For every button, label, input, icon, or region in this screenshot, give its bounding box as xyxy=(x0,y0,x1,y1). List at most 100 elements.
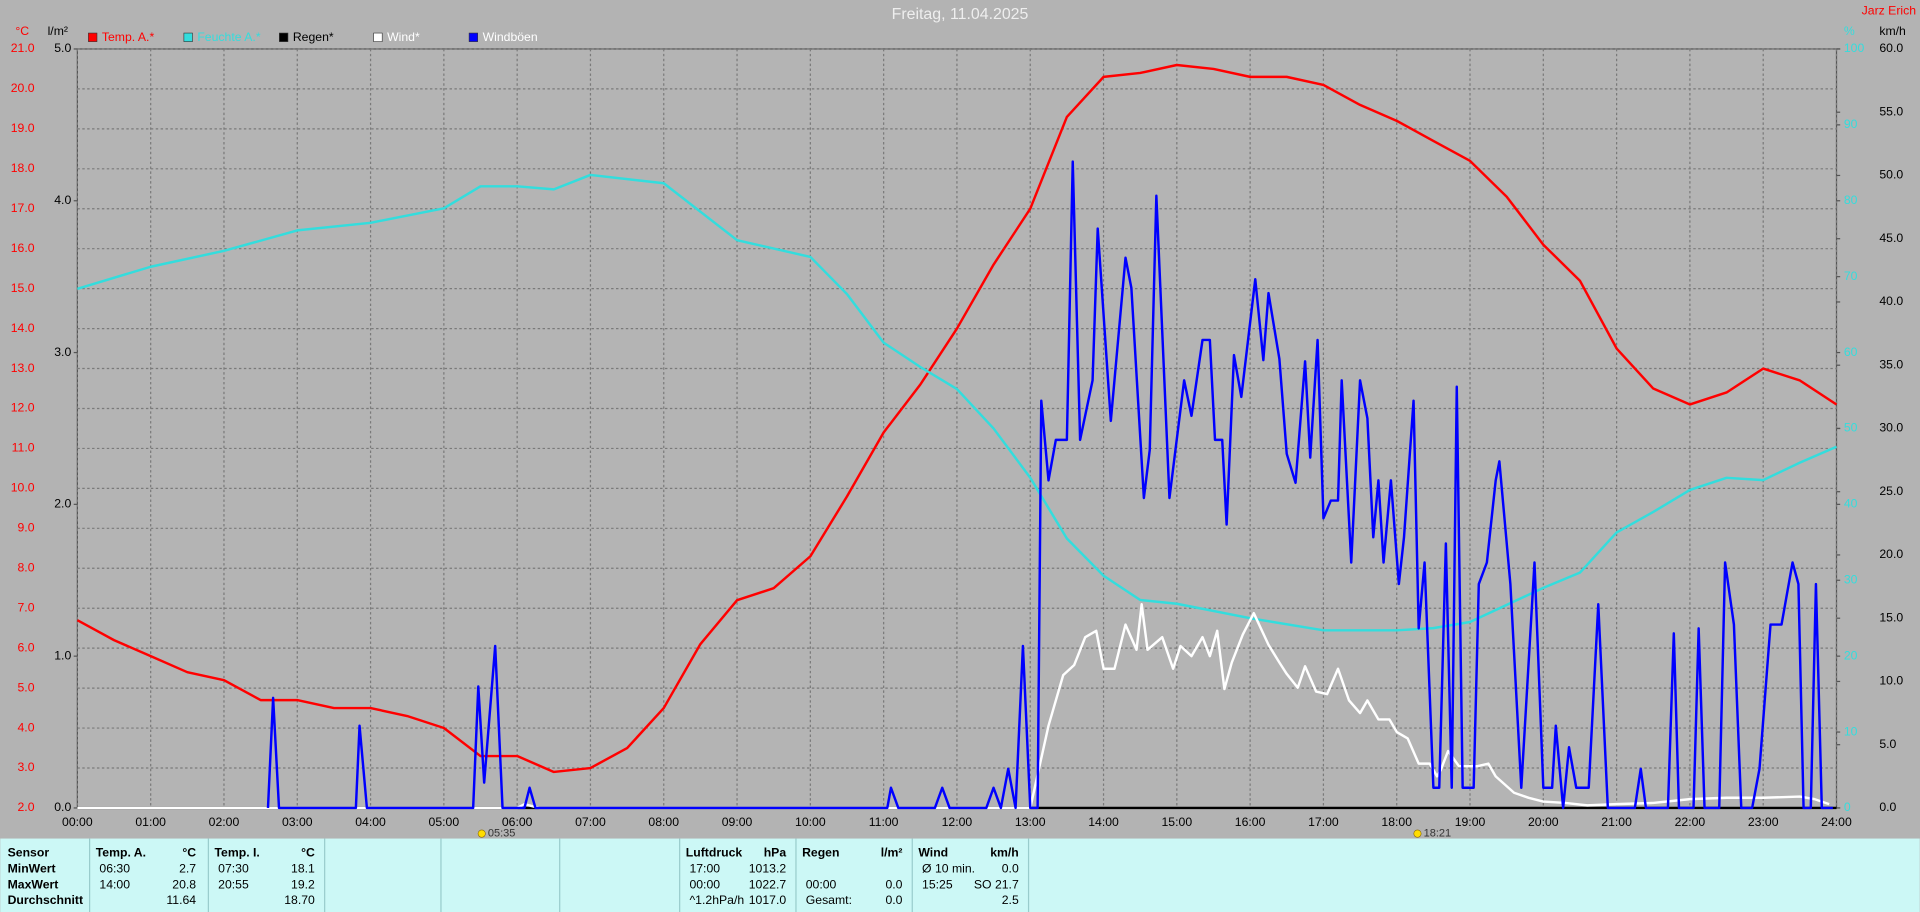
y-tick-label: 1.0 xyxy=(54,648,71,662)
x-tick-label: 02:00 xyxy=(209,815,240,829)
column-unit: km/h xyxy=(990,845,1019,859)
cell-time: 15:25 xyxy=(922,877,953,891)
y-tick-label: 15.0 xyxy=(11,281,35,295)
y-tick-label: 20.0 xyxy=(1879,547,1903,561)
x-tick-label: 03:00 xyxy=(282,815,313,829)
y-tick-label: 5.0 xyxy=(54,41,71,55)
row-label: MinWert xyxy=(8,861,56,875)
y-tick-label: 100 xyxy=(1844,41,1865,55)
y-tick-label: 25.0 xyxy=(1879,484,1903,498)
column-header: Luftdruck xyxy=(686,845,743,859)
cell-value: 18.70 xyxy=(284,893,315,907)
x-tick-label: 24:00 xyxy=(1821,815,1852,829)
y-tick-label: 80 xyxy=(1844,193,1858,207)
y-tick-label: 70 xyxy=(1844,269,1858,283)
series-line xyxy=(76,63,1838,774)
y-tick-label: 55.0 xyxy=(1879,104,1903,118)
y-tick-label: 16.0 xyxy=(11,241,35,255)
y-tick-label: 10 xyxy=(1844,724,1858,738)
y-tick-label: 9.0 xyxy=(18,521,35,535)
y-tick-label: 0.0 xyxy=(1879,800,1896,814)
cell-time: 00:00 xyxy=(689,877,720,891)
x-tick-label: 00:00 xyxy=(62,815,93,829)
legend-swatch xyxy=(183,32,193,42)
cell-value: SO 21.7 xyxy=(974,877,1019,891)
x-tick-label: 04:00 xyxy=(355,815,386,829)
y-tick-label: 12.0 xyxy=(11,401,35,415)
row-label: MaxWert xyxy=(8,877,59,891)
column-unit: °C xyxy=(182,845,196,859)
x-tick-label: 13:00 xyxy=(1015,815,1046,829)
cell-time: 20:55 xyxy=(218,877,249,891)
column-header: Temp. A. xyxy=(96,845,146,859)
cell-time: 00:00 xyxy=(806,877,837,891)
cell-time: Ø 10 min. xyxy=(922,861,975,875)
column-header: Temp. I. xyxy=(214,845,259,859)
author: Jarz Erich xyxy=(1862,3,1917,17)
cell-value: 2.7 xyxy=(179,861,196,875)
y-tick-label: 5.0 xyxy=(1879,737,1896,751)
cell-value: 19.2 xyxy=(291,877,315,891)
x-tick-label: 17:00 xyxy=(1308,815,1339,829)
x-tick-label: 05:00 xyxy=(429,815,460,829)
cell-value: 2.5 xyxy=(1002,893,1019,907)
cell-time: 14:00 xyxy=(99,877,130,891)
y-tick-label: 6.0 xyxy=(18,640,35,654)
cell-time: 17:00 xyxy=(689,861,720,875)
y-tick-label: 45.0 xyxy=(1879,231,1903,245)
y-tick-label: 20 xyxy=(1844,648,1858,662)
cell-value: 1013.2 xyxy=(749,861,787,875)
y-tick-label: 10.0 xyxy=(11,481,35,495)
cell-time: 07:30 xyxy=(218,861,249,875)
cell-value: 18.1 xyxy=(291,861,315,875)
y-tick-label: 3.0 xyxy=(18,760,35,774)
legend-label: Wind* xyxy=(387,30,420,44)
y-tick-label: 40 xyxy=(1844,497,1858,511)
y-tick-label: 50 xyxy=(1844,421,1858,435)
column-header: Wind xyxy=(918,845,948,859)
y-tick-label: 0 xyxy=(1844,800,1851,814)
y-tick-label: 2.0 xyxy=(54,497,71,511)
stats-table: Sensor MinWert MaxWert Durchschnitt Temp. A.… xyxy=(0,838,1920,912)
y-unit: °C xyxy=(15,24,29,38)
legend-label: Regen* xyxy=(293,30,334,44)
cell-value: 11.64 xyxy=(166,893,196,907)
y-tick-label: 15.0 xyxy=(1879,610,1903,624)
legend-swatch xyxy=(468,32,478,42)
x-tick-label: 20:00 xyxy=(1528,815,1559,829)
x-tick-label: 15:00 xyxy=(1162,815,1193,829)
y-tick-label: 4.0 xyxy=(18,720,35,734)
x-tick-label: 18:00 xyxy=(1381,815,1412,829)
x-tick-label: 08:00 xyxy=(648,815,679,829)
cell-value: 0.0 xyxy=(885,877,902,891)
y-tick-label: 60.0 xyxy=(1879,41,1903,55)
cell-value: 0.0 xyxy=(1002,861,1019,875)
chart-title: Freitag, 11.04.2025 xyxy=(892,6,1029,23)
legend-label: Windböen xyxy=(483,30,538,44)
y-tick-label: 40.0 xyxy=(1879,294,1903,308)
x-tick-label: 06:00 xyxy=(502,815,533,829)
y-tick-label: 0.0 xyxy=(54,800,71,814)
legend-swatch xyxy=(279,32,289,42)
x-tick-label: 22:00 xyxy=(1675,815,1706,829)
y-tick-label: 18.0 xyxy=(11,161,35,175)
legend-swatch xyxy=(373,32,383,42)
x-tick-label: 10:00 xyxy=(795,815,826,829)
sun-time: 18:21 xyxy=(1424,828,1452,840)
legend-swatch xyxy=(88,32,98,42)
x-tick-label: 12:00 xyxy=(942,815,973,829)
series-line xyxy=(77,173,1837,632)
cell-value: 1017.0 xyxy=(749,893,787,907)
sun-icon xyxy=(477,829,486,838)
y-tick-label: 11.0 xyxy=(12,441,35,455)
legend-label: Feuchte A.* xyxy=(197,30,260,44)
y-tick-label: 30.0 xyxy=(1879,421,1903,435)
series-lines xyxy=(76,63,1838,810)
y-tick-label: 5.0 xyxy=(18,680,35,694)
y-tick-label: 4.0 xyxy=(54,193,71,207)
x-tick-label: 19:00 xyxy=(1455,815,1486,829)
y-tick-label: 30 xyxy=(1844,572,1858,586)
x-tick-label: 14:00 xyxy=(1088,815,1119,829)
legend-label: Temp. A.* xyxy=(102,30,155,44)
